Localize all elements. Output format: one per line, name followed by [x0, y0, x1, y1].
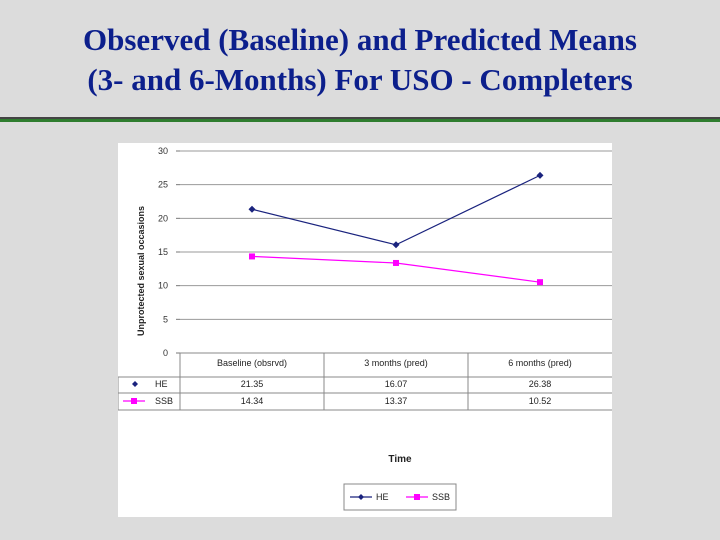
- y-tick-label: 30: [158, 146, 168, 156]
- data-point-ssb: [393, 259, 399, 266]
- title-divider-dark: [0, 117, 720, 119]
- legend-marker-he: [358, 494, 364, 500]
- table-series-name: HE: [155, 379, 168, 389]
- legend-label: SSB: [432, 492, 450, 502]
- data-point-he: [536, 171, 544, 179]
- data-value-label: 10.52: [529, 396, 552, 406]
- table-key-he: [132, 381, 138, 387]
- data-value-label: 16.07: [385, 379, 408, 389]
- data-point-ssb: [537, 279, 543, 286]
- data-value-label: 13.37: [385, 396, 408, 406]
- x-axis-label: Time: [388, 454, 412, 465]
- table-key-ssb: [131, 398, 137, 404]
- y-axis-ticks: 0 5 10 15 20 25 30: [158, 146, 180, 358]
- data-table: Baseline (obsrvd) 3 months (pred) 6 months…: [118, 352, 612, 411]
- legend: HE SSB: [343, 483, 457, 511]
- data-value-label: 14.34: [241, 396, 264, 406]
- legend-label: HE: [376, 492, 389, 502]
- category-label: 6 months (pred): [508, 358, 572, 368]
- slide-title: Observed (Baseline) and Predicted Means …: [0, 20, 720, 100]
- data-point-ssb: [249, 253, 255, 260]
- line-chart: 0 5 10 15 20 25 30 Unprotected sexual occasion…: [118, 146, 612, 511]
- legend-marker-ssb: [414, 494, 420, 500]
- y-axis-label: Unprotected sexual occasions: [136, 206, 146, 336]
- data-value-label: 21.35: [241, 379, 264, 389]
- y-tick-label: 0: [163, 348, 168, 358]
- title-divider-green: [0, 119, 720, 122]
- y-tick-label: 25: [158, 180, 168, 190]
- y-tick-label: 20: [158, 213, 168, 223]
- table-series-name: SSB: [155, 396, 173, 406]
- category-label: 3 months (pred): [364, 358, 428, 368]
- data-point-he: [248, 205, 256, 213]
- chart-panel: 0 5 10 15 20 25 30 Unprotected sexual occasion…: [118, 143, 612, 517]
- gridlines: [180, 150, 612, 320]
- slide-title-line-2: (3- and 6-Months) For USO - Completers: [87, 62, 633, 97]
- slide-title-line-1: Observed (Baseline) and Predicted Means: [83, 22, 637, 57]
- data-value-label: 26.38: [529, 379, 552, 389]
- series-lines: [248, 171, 544, 286]
- y-tick-label: 5: [163, 314, 168, 324]
- y-tick-label: 10: [158, 281, 168, 291]
- y-tick-label: 15: [158, 247, 168, 257]
- data-point-he: [392, 241, 400, 249]
- category-label: Baseline (obsrvd): [217, 358, 287, 368]
- series-line-he: [251, 174, 541, 246]
